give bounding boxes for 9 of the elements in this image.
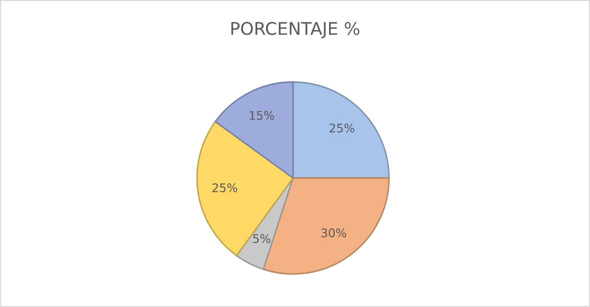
pie-slice (292, 81, 390, 179)
data-label: 15% (250, 110, 274, 120)
data-label: 25% (212, 183, 238, 192)
chart-title: PORCENTAJE % (231, 22, 360, 38)
pie-slice (196, 120, 294, 256)
data-label: 5% (253, 234, 270, 244)
data-label: 30% (321, 228, 346, 238)
pie-slice (214, 81, 294, 179)
data-label: 25% (330, 124, 354, 133)
